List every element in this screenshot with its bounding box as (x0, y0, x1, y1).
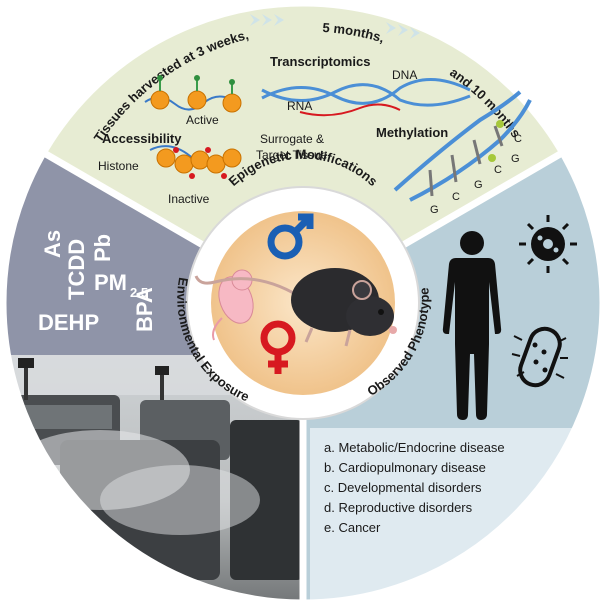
female-symbol-icon (260, 320, 296, 374)
svg-text:G: G (511, 153, 520, 165)
transcriptomics-label: Transcriptomics (270, 54, 370, 69)
list-item: b. Cardiopulmonary disease (324, 460, 486, 475)
svg-text:C: C (452, 191, 460, 203)
accessibility-illustration (144, 75, 242, 113)
pm-label: PM (94, 270, 127, 295)
methylation-illustration (393, 90, 532, 202)
virus-icon (519, 215, 577, 273)
human-silhouette-icon (442, 231, 502, 420)
list-item: d. Reproductive disorders (324, 500, 473, 515)
surrogate-label-line2: Target Tissue (256, 148, 328, 162)
as-label: As (40, 230, 65, 258)
svg-text:C: C (514, 133, 522, 145)
methylation-label: Methylation (376, 125, 448, 140)
inactive-label: Inactive (168, 192, 210, 206)
rna-dna-illustration (261, 78, 471, 117)
dehp-label: DEHP (38, 310, 99, 335)
bpa-label: BPA (132, 287, 157, 332)
active-label: Active (186, 113, 219, 127)
svg-text:G: G (474, 179, 483, 191)
accessibility-label: Accessibility (102, 131, 182, 146)
phenotype-list: a. Metabolic/Endocrine disease b. Cardio… (324, 440, 505, 535)
base-letters: G C G C G C (430, 133, 522, 216)
rna-label: RNA (287, 99, 312, 113)
surrogate-label-line1: Surrogate & (260, 132, 324, 146)
dna-label: DNA (392, 68, 417, 82)
histone-illustration (149, 145, 242, 179)
chevron-arrows (250, 14, 420, 39)
histone-label: Histone (98, 159, 139, 173)
adult-mouse-illustration (194, 268, 397, 347)
exposure-agents: As TCDD Pb PM 2.5 BPA DEHP (38, 230, 157, 335)
male-symbol-icon (267, 213, 314, 260)
svg-text:G: G (430, 204, 439, 216)
bacteria-icon (511, 326, 568, 388)
svg-text:C: C (494, 164, 502, 176)
list-item: e. Cancer (324, 520, 381, 535)
pb-label: Pb (90, 234, 115, 262)
list-item: a. Metabolic/Endocrine disease (324, 440, 505, 455)
pm-subscript: 2.5 (130, 285, 148, 300)
tcdd-label: TCDD (64, 239, 89, 300)
list-item: c. Developmental disorders (324, 480, 482, 495)
